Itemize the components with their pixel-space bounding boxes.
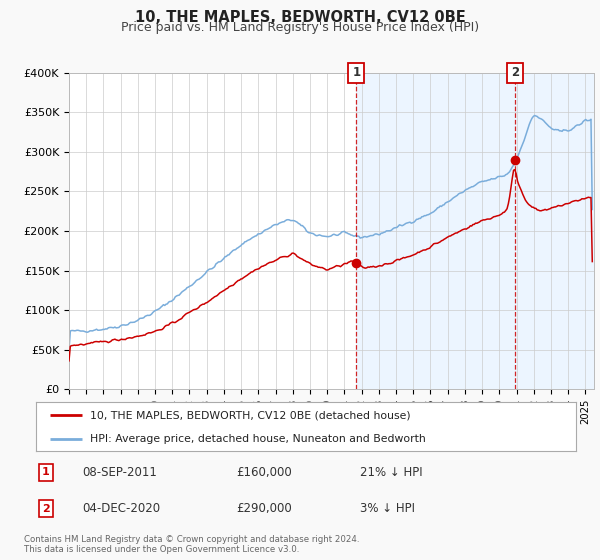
Text: This data is licensed under the Open Government Licence v3.0.: This data is licensed under the Open Gov… (24, 545, 299, 554)
Text: Price paid vs. HM Land Registry's House Price Index (HPI): Price paid vs. HM Land Registry's House … (121, 21, 479, 34)
Text: 04-DEC-2020: 04-DEC-2020 (82, 502, 160, 515)
Text: Contains HM Land Registry data © Crown copyright and database right 2024.: Contains HM Land Registry data © Crown c… (24, 535, 359, 544)
Text: £290,000: £290,000 (236, 502, 292, 515)
Text: 10, THE MAPLES, BEDWORTH, CV12 0BE: 10, THE MAPLES, BEDWORTH, CV12 0BE (134, 10, 466, 25)
Text: 2: 2 (511, 66, 519, 80)
Text: 1: 1 (42, 468, 50, 478)
Text: 2: 2 (42, 504, 50, 514)
Text: HPI: Average price, detached house, Nuneaton and Bedworth: HPI: Average price, detached house, Nune… (90, 434, 426, 444)
Text: 10, THE MAPLES, BEDWORTH, CV12 0BE (detached house): 10, THE MAPLES, BEDWORTH, CV12 0BE (deta… (90, 410, 410, 421)
Text: 1: 1 (352, 66, 361, 80)
Text: 3% ↓ HPI: 3% ↓ HPI (360, 502, 415, 515)
Text: £160,000: £160,000 (236, 466, 292, 479)
Bar (356, 73, 594, 389)
Text: 21% ↓ HPI: 21% ↓ HPI (360, 466, 422, 479)
Text: 08-SEP-2011: 08-SEP-2011 (82, 466, 157, 479)
